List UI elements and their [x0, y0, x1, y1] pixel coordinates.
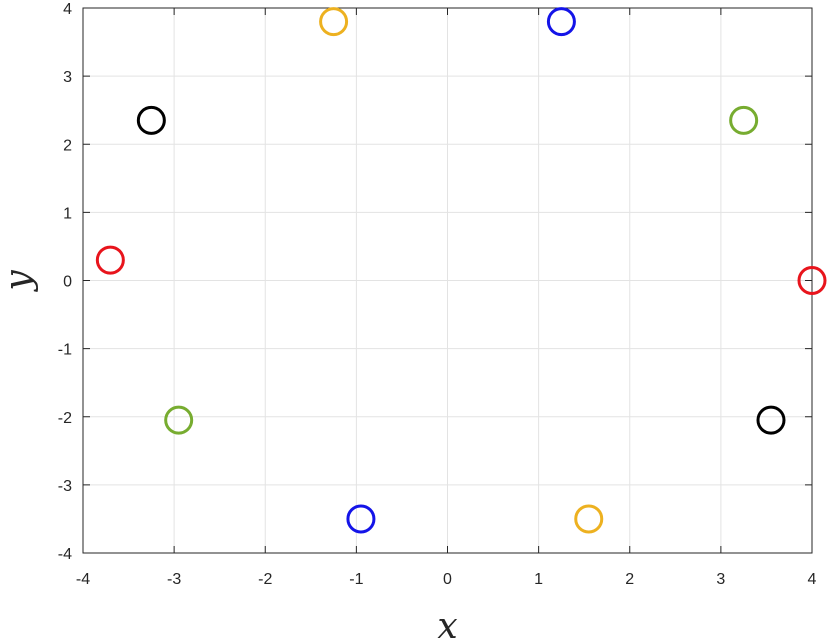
- y-tick-label: -2: [58, 410, 72, 427]
- x-tick-label: 4: [808, 571, 817, 588]
- data-point: [574, 504, 604, 534]
- y-tick-label: -3: [58, 478, 72, 495]
- y-tick-label: 3: [63, 69, 72, 86]
- x-tick-label: 0: [443, 571, 452, 588]
- data-point: [729, 105, 759, 135]
- x-axis-label: x: [437, 606, 457, 644]
- axis-ticks: -4 -3 -2 -1 0 1 2 3 4 -4 -3 -2 -1 0 1 2 3 4: [58, 1, 817, 588]
- y-tick-label: 2: [63, 137, 72, 154]
- data-point: [346, 504, 376, 534]
- data-point: [95, 245, 125, 275]
- data-points: [95, 7, 827, 534]
- x-tick-label: 1: [534, 571, 543, 588]
- data-point: [756, 405, 786, 435]
- x-tick-label: 3: [716, 571, 725, 588]
- x-tick-label: -1: [349, 571, 363, 588]
- y-tick-label: 1: [63, 205, 72, 222]
- y-tick-label: 0: [63, 274, 72, 291]
- y-tick-label: 4: [63, 1, 72, 18]
- x-tick-label: -2: [258, 571, 272, 588]
- data-point: [136, 105, 166, 135]
- y-tick-label: -1: [58, 342, 72, 359]
- data-point: [546, 7, 576, 37]
- x-tick-label: 2: [625, 571, 634, 588]
- x-tick-label: -4: [76, 571, 90, 588]
- data-point: [164, 405, 194, 435]
- y-tick-label: -4: [58, 546, 72, 563]
- data-point: [319, 7, 349, 37]
- data-point: [797, 266, 827, 295]
- x-tick-label: -3: [167, 571, 181, 588]
- grid-lines: [83, 8, 812, 553]
- y-axis-label: y: [0, 270, 39, 293]
